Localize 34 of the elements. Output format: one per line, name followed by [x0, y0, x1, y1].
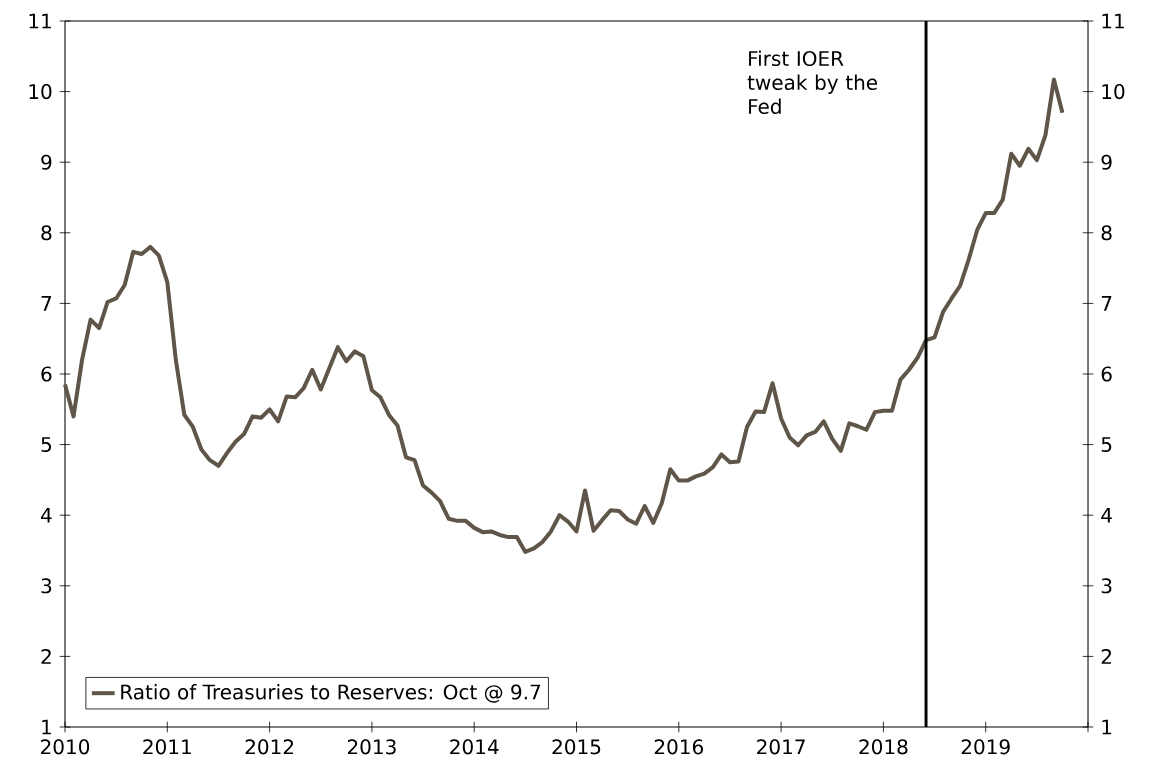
- y2-tick-label: 7: [1101, 296, 1112, 311]
- y-tick-label: 11: [29, 13, 51, 29]
- y2-tick-label: 10: [1102, 84, 1125, 100]
- y2-tick-label: 6: [1101, 366, 1112, 382]
- y-tick-label: 4: [41, 507, 52, 523]
- y-tick-label: 2: [41, 648, 51, 664]
- ref-line-label: First IOER tweak by the Fed: [747, 50, 878, 115]
- y-tick-label: 8: [41, 225, 52, 241]
- y2-tick-label: 9: [1101, 154, 1112, 170]
- y-tick-label: 3: [41, 578, 52, 594]
- x-tick-label: 2015: [552, 739, 601, 755]
- y-tick-label: 1: [42, 719, 51, 735]
- x-tick-label: 2016: [654, 739, 703, 755]
- x-tick-label: 2010: [41, 739, 90, 755]
- y2-tick-label: 4: [1101, 507, 1112, 523]
- y2-tick-label: 3: [1101, 578, 1112, 594]
- x-tick-label: 2017: [757, 739, 805, 755]
- y2-tick-label: 11: [1102, 13, 1124, 29]
- y-tick-label: 6: [41, 366, 52, 382]
- y2-tick-label: 5: [1101, 437, 1112, 453]
- x-tick-label: 2012: [245, 739, 294, 755]
- y-tick-label: 5: [41, 437, 52, 453]
- x-tick-label: 2018: [859, 739, 908, 755]
- y-tick-label: 7: [41, 296, 52, 311]
- y2-tick-label: 1: [1102, 719, 1112, 735]
- legend-label: Ratio of Treasuries to Reserves: Oct @ 9.7: [121, 684, 541, 703]
- x-tick-label: 2013: [347, 739, 396, 755]
- y-tick-label: 9: [41, 154, 52, 170]
- y2-tick-label: 2: [1101, 648, 1111, 664]
- x-tick-label: 2014: [450, 739, 499, 755]
- x-tick-label: 2011: [143, 739, 191, 755]
- x-tick-label: 2019: [961, 739, 1010, 755]
- y-tick-label: 10: [29, 84, 52, 100]
- y2-tick-label: 8: [1101, 225, 1112, 241]
